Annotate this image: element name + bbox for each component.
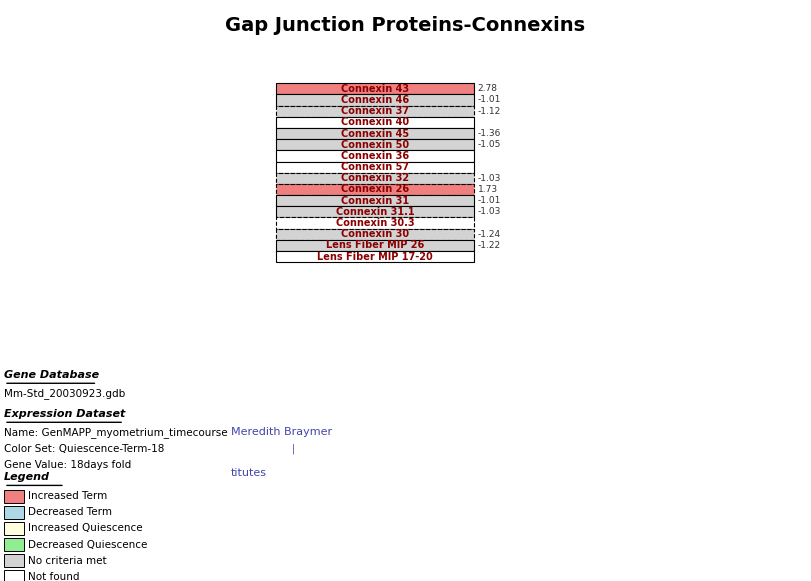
FancyBboxPatch shape (4, 506, 24, 519)
Text: Connexin 30: Connexin 30 (341, 229, 410, 239)
Text: -1.03: -1.03 (478, 207, 501, 216)
Text: Connexin 26: Connexin 26 (341, 185, 410, 195)
Text: Lens Fiber MIP 17-20: Lens Fiber MIP 17-20 (317, 252, 433, 261)
Text: Increased Term: Increased Term (28, 492, 108, 501)
FancyBboxPatch shape (276, 106, 474, 117)
FancyBboxPatch shape (276, 162, 474, 173)
FancyBboxPatch shape (276, 117, 474, 128)
FancyBboxPatch shape (4, 571, 24, 581)
Text: Connexin 40: Connexin 40 (341, 117, 410, 127)
Text: |: | (292, 443, 295, 454)
Text: Connexin 46: Connexin 46 (341, 95, 410, 105)
Text: Connexin 36: Connexin 36 (341, 151, 410, 161)
Text: Legend: Legend (4, 472, 50, 482)
Text: -1.12: -1.12 (478, 107, 501, 116)
FancyBboxPatch shape (276, 139, 474, 150)
Text: -1.36: -1.36 (478, 129, 501, 138)
Text: Connexin 37: Connexin 37 (341, 106, 410, 116)
Text: Gene Value: 18days fold: Gene Value: 18days fold (4, 460, 131, 469)
Text: -1.05: -1.05 (478, 140, 501, 149)
Text: -1.03: -1.03 (478, 174, 501, 183)
FancyBboxPatch shape (276, 184, 474, 195)
Text: Connexin 32: Connexin 32 (341, 173, 410, 183)
Text: -1.24: -1.24 (478, 229, 501, 239)
Text: Lens Fiber MIP 26: Lens Fiber MIP 26 (326, 241, 424, 250)
Text: 2.78: 2.78 (478, 84, 498, 94)
FancyBboxPatch shape (276, 217, 474, 229)
FancyBboxPatch shape (276, 195, 474, 206)
FancyBboxPatch shape (4, 554, 24, 567)
Text: -1.22: -1.22 (478, 241, 501, 250)
FancyBboxPatch shape (276, 83, 474, 94)
Text: Connexin 30.3: Connexin 30.3 (336, 218, 414, 228)
FancyBboxPatch shape (276, 206, 474, 217)
FancyBboxPatch shape (276, 251, 474, 262)
FancyBboxPatch shape (276, 229, 474, 240)
Text: Meredith Braymer: Meredith Braymer (231, 428, 333, 437)
Text: Connexin 57: Connexin 57 (341, 162, 410, 172)
Text: Expression Dataset: Expression Dataset (4, 409, 126, 419)
FancyBboxPatch shape (276, 240, 474, 251)
FancyBboxPatch shape (276, 128, 474, 139)
Text: Decreased Term: Decreased Term (28, 507, 113, 517)
FancyBboxPatch shape (276, 173, 474, 184)
Text: Increased Quiescence: Increased Quiescence (28, 523, 143, 533)
FancyBboxPatch shape (4, 522, 24, 535)
Text: titutes: titutes (231, 468, 267, 478)
Text: -1.01: -1.01 (478, 95, 501, 105)
FancyBboxPatch shape (4, 490, 24, 503)
Text: 1.73: 1.73 (478, 185, 498, 194)
Text: Connexin 31: Connexin 31 (341, 196, 410, 206)
Text: Not found: Not found (28, 572, 80, 581)
Text: Connexin 43: Connexin 43 (341, 84, 410, 94)
Text: Connexin 31.1: Connexin 31.1 (336, 207, 414, 217)
FancyBboxPatch shape (276, 94, 474, 106)
Text: -1.01: -1.01 (478, 196, 501, 205)
Text: Connexin 45: Connexin 45 (341, 128, 410, 138)
Text: Gene Database: Gene Database (4, 370, 99, 380)
Text: Name: GenMAPP_myometrium_timecourse: Name: GenMAPP_myometrium_timecourse (4, 428, 228, 438)
FancyBboxPatch shape (4, 538, 24, 551)
Text: Gap Junction Proteins-Connexins: Gap Junction Proteins-Connexins (225, 16, 586, 35)
Text: Decreased Quiescence: Decreased Quiescence (28, 540, 148, 550)
Text: Mm-Std_20030923.gdb: Mm-Std_20030923.gdb (4, 389, 126, 399)
FancyBboxPatch shape (276, 150, 474, 162)
Text: Color Set: Quiescence-Term-18: Color Set: Quiescence-Term-18 (4, 443, 165, 454)
Text: Connexin 50: Connexin 50 (341, 140, 410, 150)
Text: No criteria met: No criteria met (28, 555, 107, 565)
